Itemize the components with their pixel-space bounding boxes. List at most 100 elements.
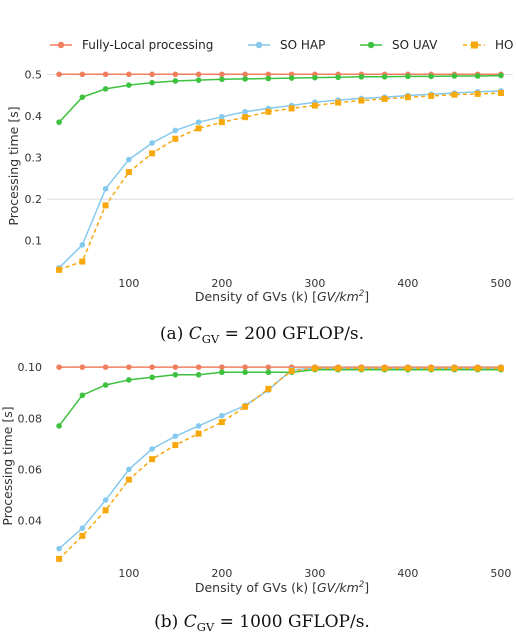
- chart-b-ytick-1: 0.06: [18, 463, 43, 476]
- chart-b-point-ho: [451, 365, 458, 372]
- chart-b-xtick-400: 400: [397, 567, 418, 580]
- chart-a-line-so-hap: [58, 90, 501, 269]
- chart-a-point-fully-local-processing: [126, 71, 132, 78]
- chart-a-point-ho: [497, 90, 504, 97]
- chart-a-point-fully-local-processing: [265, 71, 272, 78]
- legend-marker-ho: [471, 41, 478, 49]
- chart-b-series: [56, 364, 504, 562]
- chart-a-point-fully-local-processing: [149, 71, 155, 78]
- chart-b-ytick-2: 0.08: [18, 412, 43, 425]
- chart-a-ytick-0: 0.1: [25, 235, 43, 248]
- chart-a-point-so-uav: [498, 72, 504, 79]
- chart-b-point-fully-local-processing: [265, 364, 272, 370]
- chart-b-point-so-hap: [195, 423, 202, 429]
- chart-a-point-so-hap: [172, 127, 179, 134]
- chart-a-point-ho: [474, 90, 481, 97]
- chart-a-ytick-4: 0.5: [25, 68, 43, 81]
- chart-a-ylabel: Processing time [s]: [6, 106, 21, 225]
- chart-a-xtick-200: 200: [211, 277, 232, 290]
- chart-b-point-fully-local-processing: [172, 364, 179, 370]
- chart-b-point-fully-local-processing: [102, 364, 109, 370]
- chart-b-point-so-hap: [126, 466, 132, 473]
- legend-item-fully-local-processing: Fully-Local processing: [50, 38, 213, 52]
- chart-b-xlabel: Density of GVs (k) [GV/km2]: [195, 580, 369, 595]
- chart-b-point-ho: [218, 419, 225, 426]
- chart-b-point-so-uav: [172, 371, 179, 378]
- chart-a-point-fully-local-processing: [242, 71, 248, 78]
- chart-b-caption: (b) CGV = 1000 GFLOP/s.: [154, 612, 370, 634]
- chart-a-point-so-uav: [219, 76, 225, 83]
- chart-b-point-fully-local-processing: [219, 364, 225, 370]
- chart-b-point-ho: [149, 456, 156, 463]
- chart-a-point-so-hap: [242, 108, 248, 115]
- chart-a-point-fully-local-processing: [102, 71, 109, 78]
- chart-a-point-ho: [149, 150, 156, 157]
- chart-a-point-fully-local-processing: [195, 71, 202, 78]
- chart-a-point-so-uav: [451, 73, 458, 79]
- chart-b-point-ho: [288, 367, 295, 374]
- chart-a-point-so-uav: [474, 73, 481, 79]
- chart-a-point-ho: [451, 91, 458, 98]
- chart-b-xtick-200: 200: [211, 567, 232, 580]
- chart-a-xtick-500: 500: [490, 277, 511, 290]
- chart-a-point-ho: [288, 105, 295, 112]
- chart-b-point-ho: [79, 532, 86, 539]
- chart-a-ytick-3: 0.4: [25, 110, 43, 123]
- chart-a-point-so-uav: [358, 74, 365, 80]
- chart-b-point-fully-local-processing: [56, 364, 62, 370]
- chart-b-point-so-hap: [219, 412, 225, 419]
- chart-b-ticks: 100 200 300 400 500 0.04 0.06 0.08 0.10: [18, 361, 512, 580]
- chart-a-point-ho: [218, 119, 225, 126]
- chart-a-point-so-hap: [102, 185, 109, 192]
- legend-label-so-uav: SO UAV: [392, 38, 438, 52]
- chart-b-point-so-hap: [172, 433, 179, 439]
- chart-a-point-ho: [172, 135, 179, 142]
- chart-a-point-fully-local-processing: [56, 71, 62, 78]
- chart-a-point-so-uav: [149, 79, 155, 86]
- chart-b-series-so-uav: [56, 366, 504, 429]
- chart-a-point-so-uav: [335, 74, 341, 81]
- chart-a-ytick-2: 0.3: [25, 152, 43, 165]
- chart-a-series: [56, 71, 504, 273]
- chart-a: 100 200 300 400 500 0.1 0.2 0.3 0.4 0.5 Processin…: [6, 68, 513, 346]
- chart-b-ytick-3: 0.10: [18, 361, 43, 374]
- chart-a-point-so-uav: [288, 75, 295, 81]
- legend-item-so-hap: SO HAP: [248, 38, 325, 52]
- chart-b-point-ho: [102, 507, 109, 514]
- chart-a-series-ho: [56, 90, 504, 273]
- chart-b-point-so-uav: [56, 423, 62, 429]
- chart-b-point-ho: [56, 555, 63, 562]
- legend-label-ho: HO: [495, 38, 513, 52]
- chart-b-point-ho: [242, 403, 249, 410]
- chart-b-point-ho: [428, 365, 435, 372]
- chart-b-point-so-hap: [56, 545, 62, 552]
- chart-a-point-so-hap: [195, 119, 202, 125]
- chart-b-line-so-uav: [58, 368, 501, 427]
- chart-b-point-ho: [195, 430, 202, 437]
- chart-a-point-fully-local-processing: [79, 71, 86, 78]
- legend: Fully-Local processing SO HAP SO UAV HO: [50, 38, 513, 52]
- chart-a-point-so-uav: [102, 86, 109, 92]
- chart-b-point-fully-local-processing: [195, 364, 202, 370]
- chart-b-xtick-300: 300: [304, 567, 325, 580]
- chart-b-xtick-500: 500: [490, 567, 511, 580]
- chart-a-point-ho: [102, 202, 109, 209]
- chart-a-point-ho: [335, 99, 342, 106]
- chart-b-point-so-hap: [79, 525, 86, 532]
- chart-a-point-fully-local-processing: [172, 71, 179, 78]
- chart-b-point-so-uav: [79, 392, 86, 399]
- chart-b-ylabel: Processing time [s]: [0, 406, 15, 525]
- chart-b-point-fully-local-processing: [149, 364, 155, 370]
- chart-a-point-so-uav: [265, 75, 272, 82]
- chart-a-line-ho: [58, 92, 501, 271]
- chart-b-point-so-hap: [102, 497, 109, 503]
- chart-a-point-so-hap: [219, 113, 225, 120]
- chart-a-point-so-hap: [126, 156, 132, 163]
- chart-b-series-so-hap: [56, 365, 504, 552]
- chart-b-point-ho: [311, 365, 318, 372]
- chart-a-point-so-uav: [381, 74, 388, 80]
- chart-b: 100 200 300 400 500 0.04 0.06 0.08 0.10 Processi…: [0, 361, 511, 634]
- chart-a-line-so-uav: [58, 74, 501, 123]
- chart-b-point-ho: [125, 476, 132, 483]
